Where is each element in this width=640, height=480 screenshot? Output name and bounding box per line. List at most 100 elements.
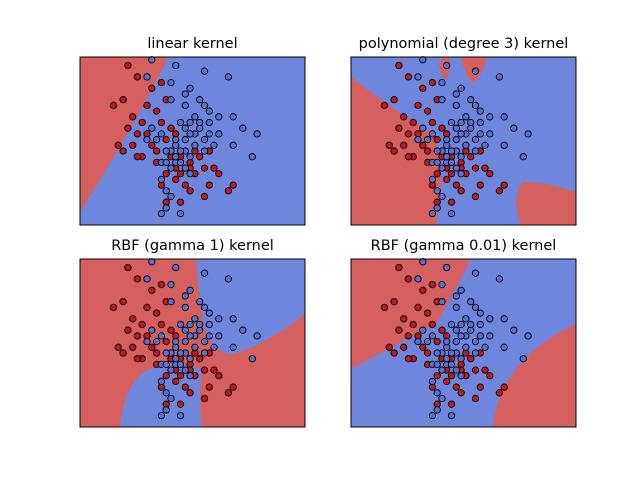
data-point-blue [200,67,209,75]
data-point-blue [248,153,256,161]
data-point-red [447,400,456,408]
data-point-blue [471,147,480,155]
data-point-red [395,326,403,334]
data-point-blue [162,147,170,155]
data-point-blue [224,275,233,283]
data-point-blue [176,158,185,167]
data-point-blue [157,175,166,184]
data-point-blue [176,349,185,357]
data-point-blue [457,332,465,340]
data-point-blue [200,135,209,144]
data-point-blue [428,332,437,340]
data-point-blue [229,113,237,121]
data-point-blue [186,286,194,294]
data-point-red [133,355,142,363]
data-point-blue [176,118,185,127]
data-point-blue [210,141,218,149]
data-point-blue [186,372,194,380]
data-point-blue [462,343,470,351]
data-point-red [176,170,185,178]
data-point-blue [471,337,480,346]
data-point-red [471,394,480,403]
data-point-blue [457,153,465,161]
data-point-blue [229,343,237,351]
data-point-blue [447,118,456,127]
data-point-red [157,320,166,329]
data-point-blue [143,73,151,81]
data-point-red [152,107,161,115]
data-point-blue [457,372,465,380]
data-point-red [129,343,137,351]
data-point-blue [486,113,494,121]
data-point-red [443,175,451,184]
data-point-red [443,377,451,386]
data-point-blue [495,73,504,81]
panel-title: RBF (gamma 0.01) kernel [371,238,557,254]
data-point-red [176,198,185,206]
data-point-blue [428,175,437,184]
data-point-red [162,135,170,144]
data-point-blue [239,326,247,334]
data-point-red [500,383,508,391]
data-point-blue [152,337,161,346]
panel-title: linear kernel [147,36,237,52]
data-point-blue [443,355,451,363]
data-point-red [162,170,170,178]
data-point-blue [181,164,189,172]
data-point-blue [176,147,185,155]
data-point-red [404,355,413,363]
data-point-red [438,124,446,132]
data-point-blue [433,147,441,155]
data-point-blue [467,96,475,104]
data-point-red [205,181,213,189]
data-point-red [129,113,137,121]
data-point-blue [447,411,456,420]
data-point-red [229,181,237,189]
data-point-blue [524,332,532,340]
data-point-blue [167,298,175,306]
data-point-red [400,343,408,351]
data-point-blue [148,124,156,132]
data-point-blue [162,360,170,369]
data-point-red [476,181,484,189]
data-point-blue [200,337,209,346]
data-point-blue [438,164,446,172]
data-point-blue [457,355,465,363]
data-point-red [157,78,166,87]
data-point-blue [172,153,180,161]
data-point-red [176,400,185,408]
data-point-blue [476,309,484,317]
data-point-blue [457,84,465,92]
data-point-blue [443,61,451,70]
data-point-red [167,326,175,334]
data-point-blue [452,303,460,312]
data-point-blue [205,309,213,317]
data-point-blue [428,377,437,386]
data-point-blue [500,315,508,323]
data-point-red [419,84,427,92]
data-point-red [500,181,508,189]
data-point-blue [443,263,451,272]
data-point-blue [181,101,189,110]
data-point-red [143,303,151,312]
panel-title: RBF (gamma 1) kernel [111,238,274,254]
data-point-blue [457,170,465,178]
data-point-blue [157,377,166,386]
data-point-red [404,332,413,340]
data-point-blue [457,320,465,329]
data-point-red [495,389,504,397]
data-point-red [181,383,189,391]
data-point-blue [471,135,480,144]
data-point-red [438,326,446,334]
data-point-red [400,113,408,121]
data-point-blue [428,411,437,420]
data-point-red [423,309,432,317]
data-point-red [423,107,432,115]
data-point-blue [181,326,189,334]
data-point-red [143,101,151,110]
data-point-red [124,61,132,70]
data-point-red [404,153,413,161]
data-point-blue [481,343,489,351]
data-point-blue [419,258,427,266]
